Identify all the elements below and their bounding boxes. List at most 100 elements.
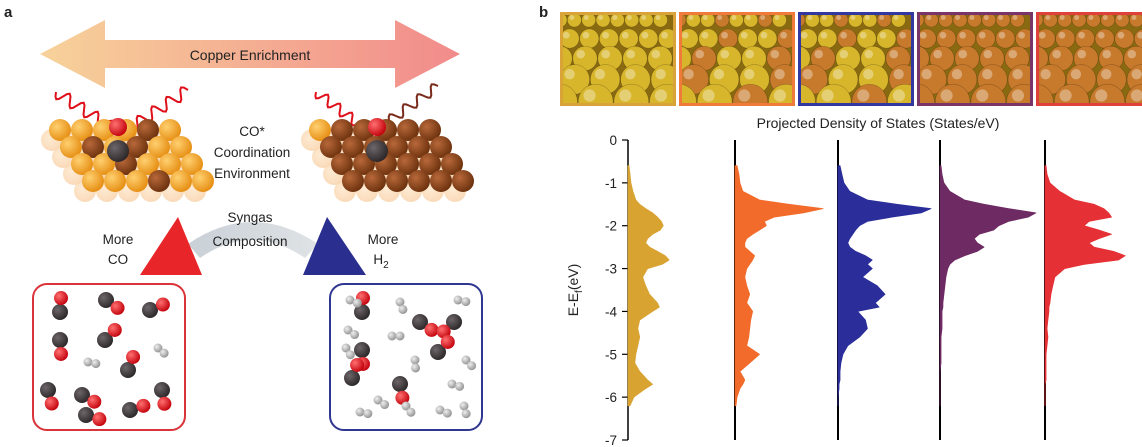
oxygen-atom xyxy=(156,298,170,312)
carbon-atom xyxy=(52,304,68,320)
oxygen-atom xyxy=(108,323,122,337)
pdos-series-2 xyxy=(735,166,823,406)
carbon-atom xyxy=(354,342,370,358)
surface-tiles xyxy=(507,12,1142,119)
hydrogen-atom xyxy=(448,380,457,389)
hydrogen-atom xyxy=(363,409,372,418)
hydrogen-atom xyxy=(461,297,470,306)
hydrogen-atom xyxy=(460,402,469,411)
pdos-series-5 xyxy=(1045,166,1125,406)
hydrogen-atom xyxy=(406,408,415,417)
carbon-atom xyxy=(142,302,158,318)
hydrogen-atom xyxy=(454,296,463,305)
cu-atom xyxy=(148,170,170,192)
hydrogen-atom xyxy=(411,356,420,365)
carbon-atom xyxy=(392,376,408,392)
more-h2-h: H xyxy=(373,252,383,267)
more-co-line-1: More xyxy=(103,232,134,247)
y-tick-label: -7 xyxy=(605,433,617,447)
y-ticks: 0 -1 -2 -3 -4 -5 -6 -7 xyxy=(605,133,628,447)
oxygen-atom xyxy=(441,335,455,349)
more-h2-line-1: More xyxy=(368,232,399,247)
oxygen-atom xyxy=(109,118,127,136)
hydrogen-atom xyxy=(84,358,93,367)
pdos-series-1 xyxy=(628,166,669,406)
oxygen-atom xyxy=(368,118,386,136)
hydrogen-atom xyxy=(353,299,362,308)
host-atom xyxy=(126,170,148,192)
host-atom xyxy=(192,170,214,192)
oxygen-atom xyxy=(350,358,364,372)
hydrogen-atom xyxy=(455,382,464,391)
host-atom xyxy=(104,170,126,192)
hydrogen-atom xyxy=(388,332,397,341)
center-label-line-2: Coordination xyxy=(214,145,291,160)
pdos-title: Projected Density of States (States/eV) xyxy=(757,115,1000,131)
oxygen-atom xyxy=(111,301,125,315)
carbon-atom xyxy=(366,140,388,162)
hydrogen-atom xyxy=(356,408,365,417)
hydrogen-atom xyxy=(91,359,100,368)
carbon-atom xyxy=(122,402,138,418)
hydrogen-atom xyxy=(346,350,355,359)
oxygen-atom xyxy=(87,395,101,409)
syngas-label-line-2: Composition xyxy=(212,234,287,249)
oxygen-atom xyxy=(157,397,171,411)
y-axis-label-main: E-E xyxy=(565,293,581,316)
center-label-line-3: Environment xyxy=(214,166,290,181)
pdos-series-3 xyxy=(838,166,931,406)
carbon-atom xyxy=(120,362,136,378)
host-atom xyxy=(82,170,104,192)
oxygen-atom xyxy=(54,347,68,361)
hydrogen-atom xyxy=(380,400,389,409)
oxygen-atom xyxy=(136,399,150,413)
oxygen-atom xyxy=(425,323,439,337)
y-tick-label: -2 xyxy=(605,219,617,234)
oxygen-atom xyxy=(45,396,59,410)
surface-slab-right xyxy=(301,118,474,202)
pdos-plots xyxy=(628,140,1125,440)
carbon-atom xyxy=(40,382,56,398)
carbon-atom xyxy=(52,332,68,348)
carbon-atom xyxy=(107,140,129,162)
oxygen-atom xyxy=(126,350,140,364)
oxygen-atom xyxy=(54,291,68,305)
center-label-line-1: CO* xyxy=(239,124,265,139)
hydrogen-atom xyxy=(411,363,420,372)
y-axis-label: E-Ef(eV) xyxy=(565,264,585,317)
copper-enrichment-label: Copper Enrichment xyxy=(190,47,311,63)
cu-atom xyxy=(342,170,364,192)
center-label: CO* Coordination Environment xyxy=(214,124,291,181)
hydrogen-atom xyxy=(350,330,359,339)
surface-slab-left xyxy=(41,118,214,202)
y-axis-label-unit: (eV) xyxy=(565,264,581,290)
oxygen-atom xyxy=(92,412,106,426)
cu-atom xyxy=(408,170,430,192)
y-tick-label: -1 xyxy=(605,176,617,191)
cu-atom xyxy=(430,170,452,192)
hydrogen-atom xyxy=(396,332,405,341)
carbon-atom xyxy=(78,407,94,423)
y-tick-label: -4 xyxy=(605,304,617,319)
hydrogen-atom xyxy=(398,305,407,314)
cu-atom xyxy=(364,170,386,192)
hydrogen-atom xyxy=(160,349,169,358)
hydrogen-atom xyxy=(462,409,471,418)
y-tick-label: -6 xyxy=(605,390,617,405)
cu-atom xyxy=(452,170,474,192)
more-h2-line-2: H2 xyxy=(373,252,389,271)
y-tick-label: -5 xyxy=(605,347,617,362)
host-atom xyxy=(170,170,192,192)
hydrogen-atom xyxy=(467,361,476,370)
cu-atom xyxy=(386,170,408,192)
carbon-atom xyxy=(344,370,360,386)
carbon-atom xyxy=(154,382,170,398)
more-co-line-2: CO xyxy=(108,252,128,267)
more-h2-subscript: 2 xyxy=(383,260,389,271)
y-tick-label: 0 xyxy=(609,133,617,148)
syngas-label-line-1: Syngas xyxy=(227,210,272,225)
hydrogen-atom xyxy=(443,409,452,418)
pdos-series-4 xyxy=(940,166,1036,406)
y-tick-label: -3 xyxy=(605,262,617,277)
